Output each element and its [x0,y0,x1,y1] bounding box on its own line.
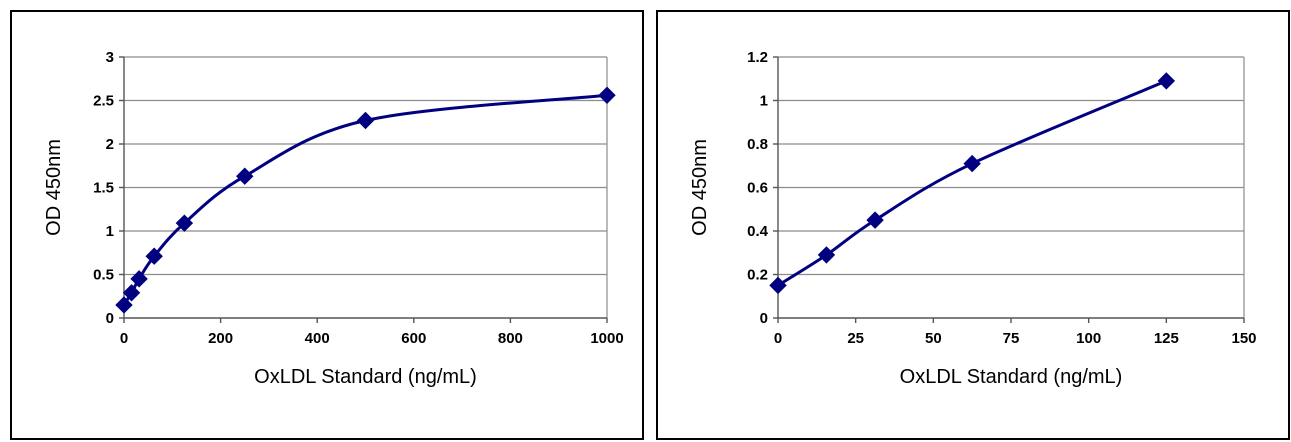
y-tick-label: 0 [106,310,114,327]
y-tick-label: 0.8 [747,136,768,153]
y-axis-title: OD 450nm [689,139,711,236]
chart-panel-right: 0 0.2 0.4 0.6 0.8 1 1.2 0 25 50 75 100 125 150 OxLDL S… [656,10,1290,440]
x-tick-label: 50 [925,330,942,347]
x-tick-label: 75 [1003,330,1020,347]
x-axis-title: OxLDL Standard (ng/mL) [254,366,477,388]
data-point-marker [963,154,981,173]
y-tick-label: 0 [760,310,768,327]
x-tick-label: 150 [1231,330,1256,347]
y-tick-label: 0.2 [747,267,768,284]
y-tick-label: 1 [106,223,114,240]
data-point-marker [145,247,163,265]
y-tick-label: 3 [106,49,114,66]
x-tick-label: 125 [1154,330,1179,347]
data-point-marker [866,211,884,229]
chart-right: 0 0.2 0.4 0.6 0.8 1 1.2 0 25 50 75 100 125 150 OxLDL S… [689,49,1257,388]
data-point-marker [1157,72,1176,90]
x-tick-label: 25 [847,330,864,347]
chart-panel-left: 0 0.5 1 1.5 2 2.5 3 0 200 400 600 800 1000 OxLDL Stan… [10,10,644,440]
y-tick-label: 1.5 [93,180,114,197]
data-point-marker [130,270,148,288]
data-point-marker [356,111,375,130]
x-tick-label: 100 [1076,330,1101,347]
x-tick-label: 1000 [590,330,623,347]
x-tick-label: 200 [208,330,233,347]
data-point-marker [236,167,254,185]
series-line [776,79,1168,287]
data-point-marker [115,296,133,314]
y-tick-label: 1 [760,93,768,110]
x-axis-title: OxLDL Standard (ng/mL) [900,366,1123,388]
data-point-marker [122,284,141,302]
y-tick-label: 0.4 [747,223,769,240]
data-point-marker [598,86,616,104]
x-tick-label: 400 [305,330,330,347]
x-tick-label: 600 [401,330,426,347]
y-tick-label: 2 [106,136,114,153]
chart-left: 0 0.5 1 1.5 2 2.5 3 0 200 400 600 800 1000 OxLDL Stan… [43,49,624,388]
y-axis-title: OD 450nm [43,139,65,236]
y-tick-label: 2.5 [93,93,114,110]
data-point-marker [769,276,787,295]
x-tick-label: 800 [498,330,523,347]
y-tick-label: 0.6 [747,180,768,197]
x-tick-label: 0 [774,330,782,347]
x-tick-label: 0 [120,330,128,347]
y-tick-label: 0.5 [93,267,114,284]
data-point-marker [175,214,194,232]
y-tick-label: 1.2 [747,49,768,66]
data-point-marker [817,246,836,264]
